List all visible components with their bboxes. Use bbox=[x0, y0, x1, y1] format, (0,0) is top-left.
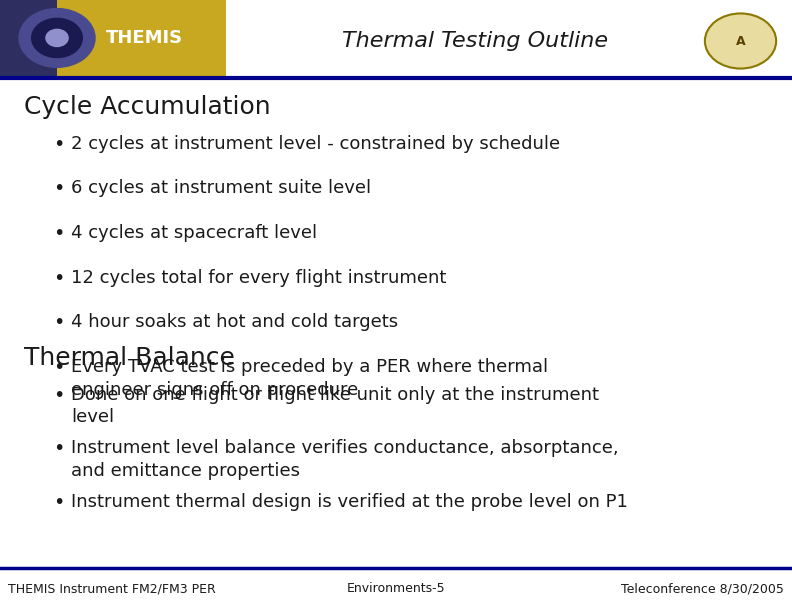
Text: •: • bbox=[54, 135, 65, 154]
Text: 4 cycles at spacecraft level: 4 cycles at spacecraft level bbox=[71, 224, 318, 242]
Text: •: • bbox=[54, 269, 65, 288]
Text: •: • bbox=[54, 224, 65, 243]
Text: •: • bbox=[54, 313, 65, 332]
Circle shape bbox=[705, 13, 776, 69]
Text: •: • bbox=[54, 358, 65, 377]
Text: •: • bbox=[54, 493, 65, 512]
Text: THEMIS: THEMIS bbox=[106, 29, 184, 47]
Text: Thermal Balance: Thermal Balance bbox=[24, 346, 234, 370]
Text: 2 cycles at instrument level - constrained by schedule: 2 cycles at instrument level - constrain… bbox=[71, 135, 561, 152]
Text: 12 cycles total for every flight instrument: 12 cycles total for every flight instrum… bbox=[71, 269, 447, 286]
Text: Instrument level balance verifies conductance, absorptance,
and emittance proper: Instrument level balance verifies conduc… bbox=[71, 439, 619, 480]
Bar bbox=[0, 0, 57, 76]
Text: Done on one flight or flight like unit only at the instrument
level: Done on one flight or flight like unit o… bbox=[71, 386, 600, 427]
Bar bbox=[0, 0, 226, 76]
Text: Teleconference 8/30/2005: Teleconference 8/30/2005 bbox=[621, 582, 784, 595]
Text: •: • bbox=[54, 386, 65, 405]
Circle shape bbox=[19, 9, 95, 67]
Circle shape bbox=[32, 18, 82, 58]
Text: 6 cycles at instrument suite level: 6 cycles at instrument suite level bbox=[71, 179, 371, 197]
Text: Instrument thermal design is verified at the probe level on P1: Instrument thermal design is verified at… bbox=[71, 493, 628, 511]
Text: Environments-5: Environments-5 bbox=[347, 582, 445, 595]
Text: THEMIS Instrument FM2/FM3 PER: THEMIS Instrument FM2/FM3 PER bbox=[8, 582, 215, 595]
Text: 4 hour soaks at hot and cold targets: 4 hour soaks at hot and cold targets bbox=[71, 313, 398, 331]
Text: Cycle Accumulation: Cycle Accumulation bbox=[24, 95, 270, 119]
Text: A: A bbox=[736, 34, 745, 48]
Text: Thermal Testing Outline: Thermal Testing Outline bbox=[342, 31, 608, 51]
Text: •: • bbox=[54, 439, 65, 458]
Circle shape bbox=[46, 29, 68, 47]
Text: Every TVAC test is preceded by a PER where thermal
engineer signs off on procedu: Every TVAC test is preceded by a PER whe… bbox=[71, 358, 548, 399]
Text: •: • bbox=[54, 179, 65, 198]
